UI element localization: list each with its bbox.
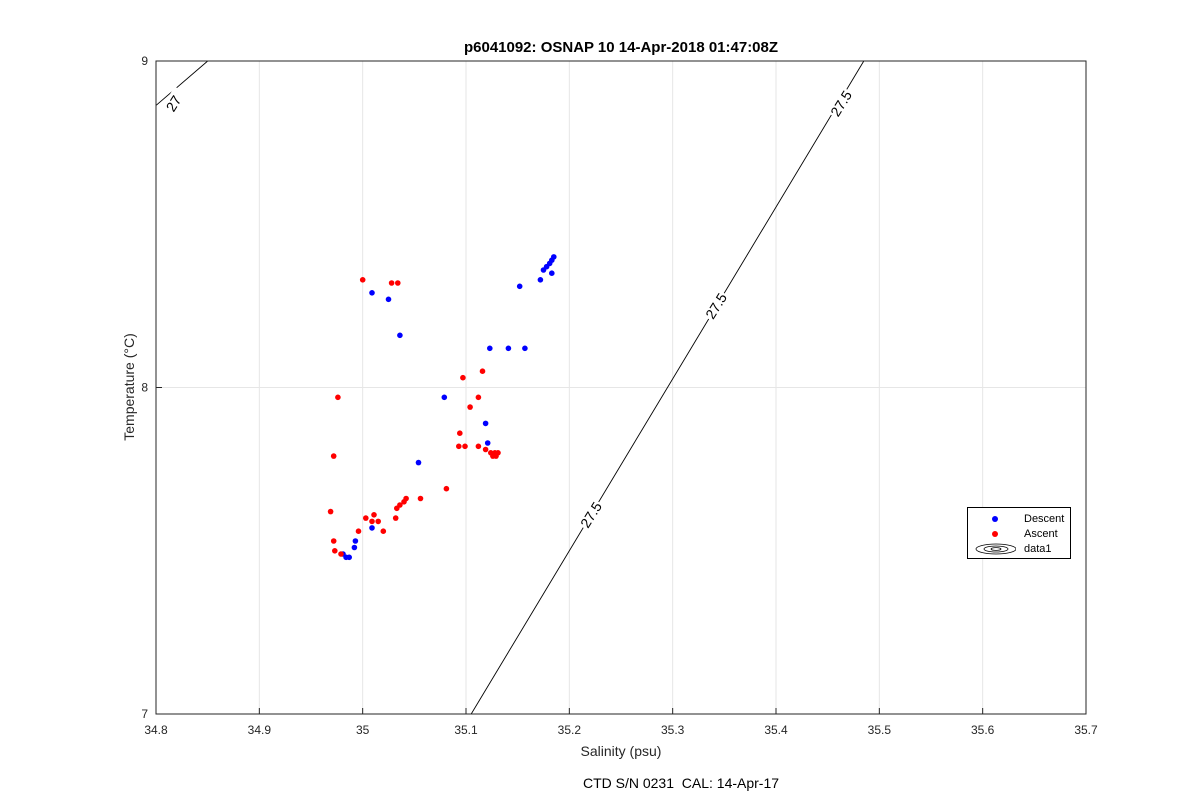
legend-label: Ascent — [1024, 528, 1058, 540]
ascent-point — [443, 485, 450, 492]
ascent-point — [462, 443, 468, 450]
ascent-point — [417, 495, 424, 502]
descent-point — [484, 440, 491, 446]
ascent-point — [479, 368, 486, 375]
ascent-point — [482, 446, 489, 453]
contour-icon — [975, 543, 1016, 555]
ascent-point — [327, 508, 334, 515]
ascent-point — [355, 528, 362, 534]
x-tick-label: 34.8 — [144, 723, 168, 737]
descent-point — [537, 277, 544, 283]
descent-point — [540, 267, 547, 273]
y-axis-label: Temperature (°C) — [121, 333, 137, 441]
series-ascent — [327, 277, 501, 557]
ascent-point — [493, 453, 499, 459]
x-axis-ticks: 34.8 34.9 35 35.1 35.2 35.3 35.4 35.5 35.6 35.7 — [144, 708, 1098, 737]
x-tick-label: 35.5 — [868, 723, 892, 737]
legend-item-ascent: Ascent — [968, 526, 1072, 542]
ascent-point — [394, 505, 400, 512]
ascent-point — [457, 430, 463, 437]
legend-item-data1: data1 — [968, 541, 1072, 557]
contour-label-bg — [826, 86, 856, 121]
descent-point — [522, 345, 528, 352]
ascent-point — [375, 518, 382, 525]
legend-label: data1 — [1024, 543, 1052, 555]
contour-label-bg — [701, 288, 731, 323]
ascent-point — [401, 499, 407, 505]
x-tick-label: 35.4 — [764, 723, 788, 737]
descent-point — [482, 420, 489, 427]
descent-point — [352, 538, 359, 544]
descent-point — [351, 544, 358, 551]
y-tick-label: 8 — [141, 381, 148, 395]
descent-point — [516, 283, 523, 290]
ascent-point — [369, 518, 375, 525]
x-tick-label: 34.9 — [248, 723, 272, 737]
descent-point — [346, 554, 353, 561]
x-tick-label: 35.3 — [661, 723, 685, 737]
chart-title: p6041092: OSNAP 10 14-Apr-2018 01:47:08Z — [464, 39, 778, 56]
isopycnal-line — [470, 61, 865, 714]
ascent-point — [460, 374, 466, 381]
ascent-point — [371, 512, 377, 518]
legend-label: Descent — [1024, 513, 1065, 525]
contour-label-bg — [158, 86, 189, 121]
ascent-point — [467, 404, 473, 410]
descent-marker-icon — [992, 516, 998, 522]
ascent-point — [475, 443, 482, 450]
y-tick-label: 7 — [141, 707, 148, 721]
descent-point — [397, 332, 403, 339]
ascent-point — [330, 538, 337, 544]
descent-point — [385, 296, 392, 303]
footer-caption: CTD S/N 0231 CAL: 14-Apr-17 — [583, 775, 779, 791]
ascent-point — [395, 280, 401, 286]
legend: Descent Ascent data1 — [967, 507, 1071, 559]
density-contours — [156, 61, 865, 714]
ascent-point — [475, 394, 482, 401]
ascent-marker-icon — [992, 531, 998, 537]
ascent-point — [392, 515, 399, 521]
ascent-point — [330, 453, 337, 459]
x-axis-label: Salinity (psu) — [581, 743, 662, 759]
contour-label-bg — [576, 497, 606, 532]
descent-point — [441, 394, 448, 401]
descent-point — [415, 459, 422, 466]
descent-point — [369, 525, 375, 531]
data-points — [327, 254, 557, 561]
legend-item-descent: Descent — [968, 511, 1072, 527]
x-tick-label: 35.2 — [558, 723, 582, 737]
ascent-point — [332, 548, 338, 554]
ascent-point — [363, 515, 369, 521]
y-tick-label: 9 — [141, 54, 148, 68]
y-axis-ticks: 7 8 9 — [141, 54, 162, 721]
descent-point — [487, 345, 493, 352]
ascent-point — [335, 394, 341, 401]
x-tick-label: 35 — [356, 723, 370, 737]
ascent-point — [456, 443, 462, 450]
x-tick-label: 35.6 — [971, 723, 995, 737]
descent-point — [549, 270, 555, 277]
x-tick-label: 35.7 — [1074, 723, 1098, 737]
ascent-point — [359, 277, 366, 283]
ascent-point — [388, 280, 395, 286]
ascent-point — [380, 528, 387, 534]
ascent-point — [338, 551, 344, 557]
descent-point — [369, 290, 375, 296]
x-tick-label: 35.1 — [454, 723, 478, 737]
isopycnal-line — [156, 61, 208, 107]
descent-point — [505, 345, 512, 352]
contour-label: 27 — [163, 92, 185, 114]
